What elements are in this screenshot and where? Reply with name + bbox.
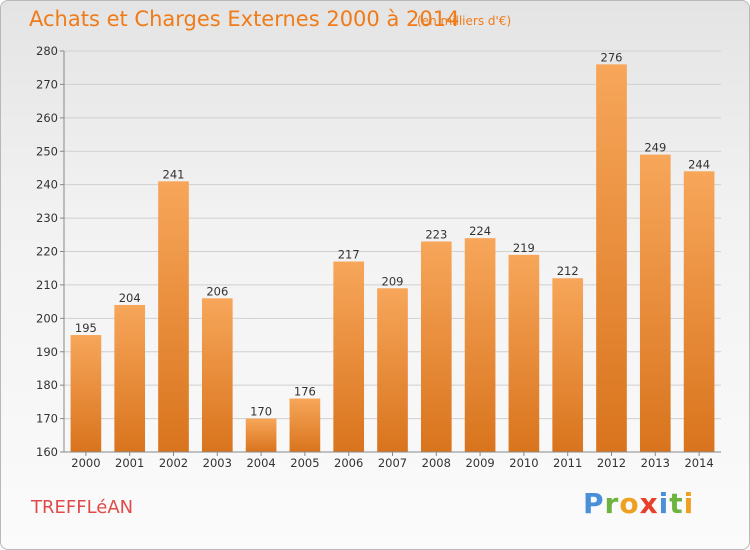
y-tick-label: 170 xyxy=(36,412,58,426)
x-tick-label: 2013 xyxy=(641,456,670,470)
logo-letter: o xyxy=(619,487,640,520)
x-tick-label: 2014 xyxy=(684,456,713,470)
bar xyxy=(683,171,715,453)
x-tick-label: 2012 xyxy=(597,456,626,470)
data-label: 170 xyxy=(250,405,272,419)
y-tick-label: 180 xyxy=(36,378,58,392)
data-label: 276 xyxy=(601,50,623,64)
bar xyxy=(158,181,189,452)
x-tick-label: 2010 xyxy=(509,456,538,470)
data-label: 195 xyxy=(75,321,97,335)
bar xyxy=(114,304,146,452)
x-tick-label: 2008 xyxy=(422,456,451,470)
bar xyxy=(508,254,540,452)
x-tick-label: 2002 xyxy=(159,456,188,470)
data-label: 223 xyxy=(425,227,447,241)
y-tick-label: 230 xyxy=(36,211,58,225)
bar xyxy=(201,298,233,452)
bar xyxy=(245,418,277,452)
y-tick-label: 270 xyxy=(36,77,58,91)
data-label: 219 xyxy=(513,241,535,255)
data-label: 217 xyxy=(338,248,360,262)
data-label: 249 xyxy=(644,141,666,155)
bar xyxy=(464,238,496,452)
logo-letter: r xyxy=(604,487,620,520)
y-tick-label: 160 xyxy=(36,445,58,459)
data-label: 244 xyxy=(688,157,710,171)
bar xyxy=(420,241,452,452)
commune-name: TREFFLéAN xyxy=(31,497,134,518)
y-tick-label: 200 xyxy=(36,311,58,325)
x-tick-label: 2005 xyxy=(290,456,319,470)
data-label: 209 xyxy=(382,274,404,288)
bar xyxy=(377,288,408,452)
data-label: 224 xyxy=(469,224,491,238)
y-tick-label: 190 xyxy=(36,345,58,359)
x-tick-label: 2000 xyxy=(71,456,100,470)
data-label: 176 xyxy=(294,385,316,399)
y-tick-label: 210 xyxy=(36,278,58,292)
bar xyxy=(596,64,627,452)
data-label: 206 xyxy=(206,284,228,298)
data-label: 212 xyxy=(557,264,579,278)
x-tick-label: 2004 xyxy=(246,456,275,470)
logo-letter: P xyxy=(583,487,605,520)
y-tick-label: 280 xyxy=(36,44,58,58)
logo-letter: i xyxy=(683,487,695,520)
y-tick-label: 220 xyxy=(36,245,58,259)
bar xyxy=(70,335,102,452)
x-tick-label: 2003 xyxy=(203,456,232,470)
data-label: 241 xyxy=(163,167,185,181)
chart-subtitle: (en milliers d'€) xyxy=(417,14,512,28)
bar xyxy=(333,261,365,452)
x-tick-label: 2011 xyxy=(553,456,582,470)
y-tick-label: 250 xyxy=(36,144,58,158)
bar xyxy=(639,154,671,452)
logo-letter: t xyxy=(669,487,684,520)
logo-letter: i xyxy=(658,487,670,520)
proxiti-logo: Proxiti xyxy=(583,487,694,520)
data-label: 204 xyxy=(119,291,141,305)
x-tick-label: 2009 xyxy=(465,456,494,470)
logo-letter: x xyxy=(639,487,659,520)
y-tick-label: 260 xyxy=(36,111,58,125)
y-tick-label: 240 xyxy=(36,178,58,192)
x-tick-label: 2001 xyxy=(115,456,144,470)
x-tick-label: 2007 xyxy=(378,456,407,470)
bar xyxy=(289,398,321,452)
bar xyxy=(552,278,584,452)
x-tick-label: 2006 xyxy=(334,456,363,470)
chart-title: Achats et Charges Externes 2000 à 2014 xyxy=(29,7,460,31)
